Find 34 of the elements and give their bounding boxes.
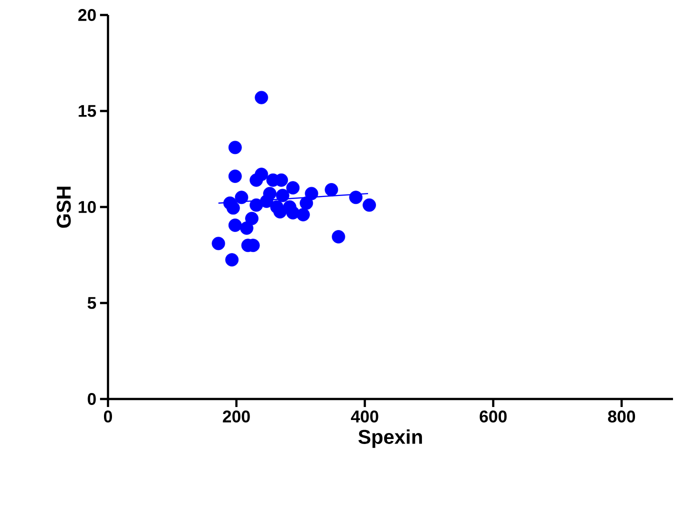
point (240, 221, 254, 235)
y-tick-label: 5 (88, 297, 96, 309)
y-tick-label: 15 (78, 105, 96, 117)
point (276, 188, 290, 202)
point (234, 190, 248, 204)
point (304, 186, 318, 200)
y-tick-label: 10 (78, 201, 96, 213)
point (212, 236, 226, 250)
point (228, 170, 242, 183)
y-tick-label: 0 (88, 393, 96, 405)
x-tick-label: 200 (222, 410, 250, 422)
point (349, 190, 363, 204)
point (254, 90, 268, 104)
point (228, 140, 242, 154)
point (245, 212, 258, 226)
point (296, 208, 310, 222)
point (228, 218, 242, 232)
y-axis-title: GSH (56, 186, 71, 228)
x-tick-label: 800 (608, 410, 636, 422)
x-axis-title: Spexin (358, 429, 422, 448)
point (324, 183, 338, 196)
point (286, 181, 300, 194)
x-tick-label: 400 (350, 410, 378, 422)
point (250, 173, 263, 187)
point (225, 253, 239, 266)
point (300, 196, 314, 210)
point (226, 201, 240, 215)
x-tick-label: 0 (104, 410, 112, 422)
point (332, 230, 346, 244)
point (362, 198, 376, 212)
y-tick-label: 20 (78, 8, 96, 21)
x-tick-label: 600 (480, 410, 507, 422)
point (263, 186, 276, 200)
point (250, 198, 263, 212)
